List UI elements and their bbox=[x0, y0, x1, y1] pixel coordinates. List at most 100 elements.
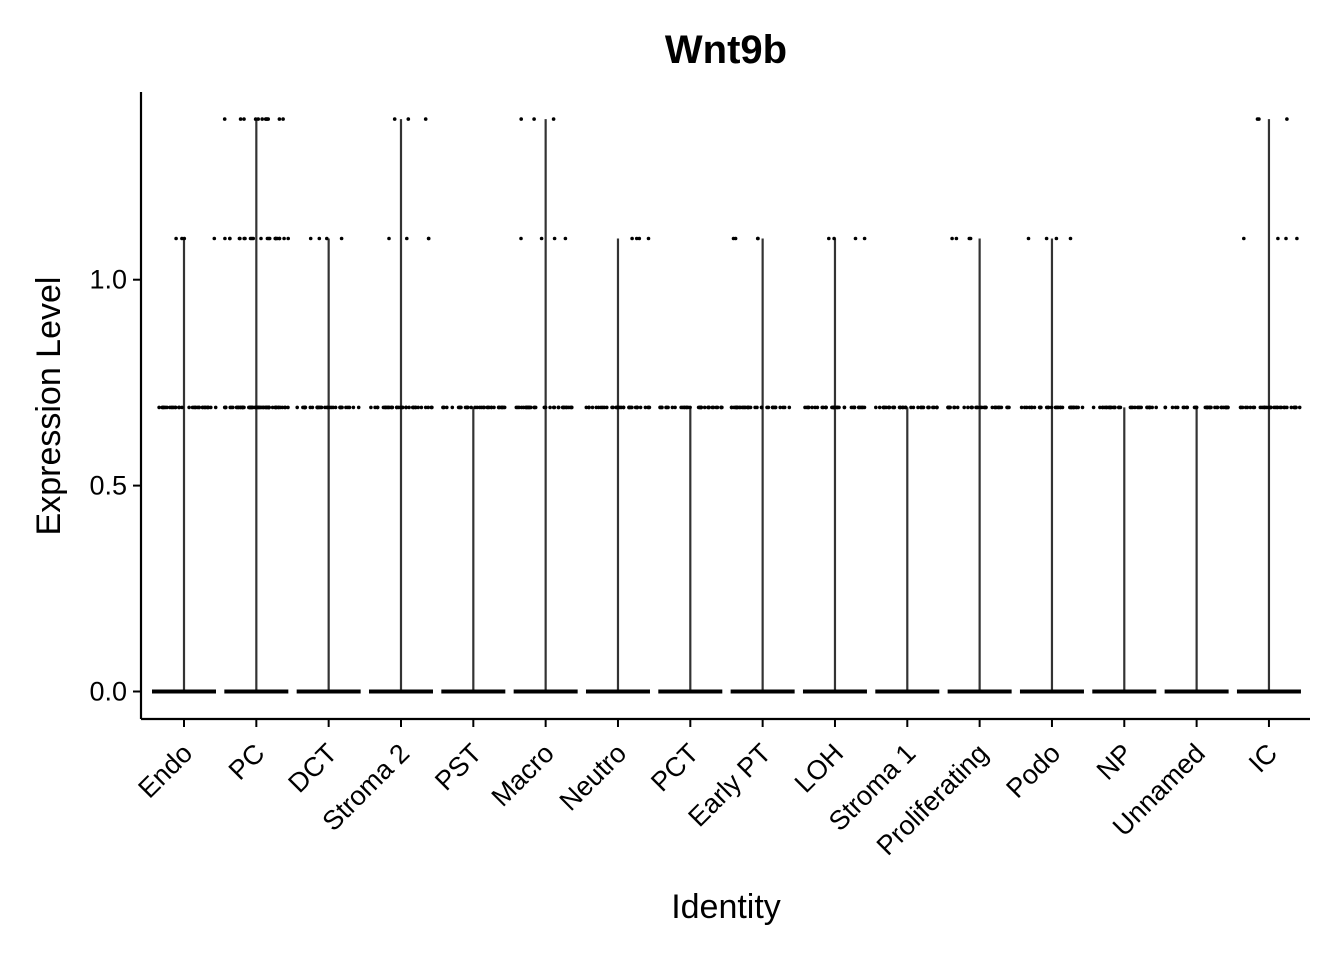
data-point bbox=[1098, 405, 1102, 410]
data-point bbox=[387, 236, 391, 241]
data-point bbox=[1181, 405, 1186, 410]
y-axis-label: Expression Level bbox=[30, 277, 68, 536]
data-point bbox=[286, 236, 291, 241]
data-point bbox=[832, 236, 836, 241]
data-point bbox=[969, 405, 974, 410]
data-point bbox=[966, 405, 970, 410]
data-point bbox=[411, 405, 416, 410]
data-point bbox=[990, 405, 995, 410]
data-point bbox=[325, 405, 330, 410]
data-point bbox=[222, 117, 227, 121]
data-point bbox=[384, 405, 389, 410]
data-point bbox=[711, 405, 716, 410]
data-point bbox=[519, 117, 523, 121]
data-point bbox=[807, 405, 811, 410]
data-point bbox=[746, 405, 750, 410]
data-point bbox=[1106, 405, 1111, 410]
data-point bbox=[266, 405, 271, 410]
data-point bbox=[375, 405, 380, 410]
data-point bbox=[177, 405, 182, 410]
data-point bbox=[683, 405, 687, 410]
data-point bbox=[310, 405, 315, 410]
data-point bbox=[892, 405, 897, 410]
data-point bbox=[947, 405, 952, 410]
data-point bbox=[1207, 405, 1212, 410]
data-point bbox=[832, 405, 836, 410]
data-point bbox=[325, 236, 329, 241]
data-point bbox=[264, 117, 269, 121]
data-point bbox=[202, 405, 207, 410]
data-point bbox=[1243, 405, 1248, 410]
data-point bbox=[931, 405, 935, 410]
data-point bbox=[1147, 405, 1152, 410]
data-point bbox=[634, 236, 639, 241]
data-point bbox=[1263, 405, 1267, 410]
data-point bbox=[1252, 405, 1257, 410]
data-point bbox=[1175, 405, 1180, 410]
data-point bbox=[1024, 405, 1029, 410]
data-point bbox=[213, 405, 218, 410]
data-point bbox=[950, 236, 954, 241]
data-point bbox=[852, 405, 857, 410]
data-point bbox=[1060, 405, 1065, 410]
data-point bbox=[635, 405, 640, 410]
data-point bbox=[333, 405, 338, 410]
data-point bbox=[450, 405, 455, 410]
data-point bbox=[231, 405, 235, 410]
y-axis: 0.0 0.5 1.0 bbox=[89, 92, 143, 719]
data-point bbox=[212, 236, 217, 241]
data-point bbox=[1080, 405, 1085, 410]
data-point bbox=[1273, 405, 1278, 410]
data-point bbox=[835, 405, 840, 410]
data-point bbox=[234, 405, 239, 410]
data-point bbox=[569, 405, 574, 410]
data-point bbox=[1046, 405, 1050, 410]
chart-title: Wnt9b bbox=[665, 28, 787, 72]
data-point bbox=[1044, 236, 1049, 241]
x-tick-label: IC bbox=[1243, 738, 1283, 778]
data-point bbox=[528, 405, 532, 410]
data-point bbox=[564, 405, 569, 410]
data-point bbox=[1238, 405, 1243, 410]
data-point bbox=[253, 117, 258, 121]
data-point bbox=[197, 405, 201, 410]
data-point bbox=[316, 405, 321, 410]
data-point bbox=[630, 405, 634, 410]
data-point bbox=[228, 236, 232, 241]
data-point bbox=[248, 405, 252, 410]
data-point bbox=[423, 117, 428, 121]
data-point bbox=[317, 236, 322, 241]
data-point bbox=[1203, 405, 1208, 410]
data-point bbox=[1283, 405, 1287, 410]
data-point bbox=[1027, 405, 1032, 410]
data-point bbox=[497, 405, 502, 410]
data-point bbox=[242, 117, 246, 121]
x-tick-label: NP bbox=[1091, 738, 1139, 786]
data-point bbox=[920, 405, 925, 410]
data-point bbox=[416, 405, 421, 410]
data-point bbox=[1276, 236, 1280, 241]
data-point bbox=[302, 405, 307, 410]
data-point bbox=[473, 405, 477, 410]
data-point bbox=[778, 405, 782, 410]
data-point bbox=[1258, 405, 1263, 410]
data-point bbox=[250, 236, 254, 241]
data-point bbox=[319, 405, 324, 410]
data-point bbox=[1193, 405, 1198, 410]
data-point bbox=[251, 405, 255, 410]
data-point bbox=[1026, 236, 1031, 241]
data-point bbox=[1032, 405, 1037, 410]
data-point bbox=[1070, 405, 1074, 410]
data-point bbox=[719, 405, 723, 410]
data-point bbox=[886, 405, 891, 410]
data-point bbox=[351, 405, 356, 410]
data-point bbox=[502, 405, 507, 410]
x-tick-label: Neutro bbox=[554, 738, 633, 817]
data-point bbox=[898, 405, 903, 410]
y-tick-label: 0.5 bbox=[89, 471, 127, 501]
data-point bbox=[283, 405, 288, 410]
data-point bbox=[984, 405, 988, 410]
data-point bbox=[481, 405, 486, 410]
